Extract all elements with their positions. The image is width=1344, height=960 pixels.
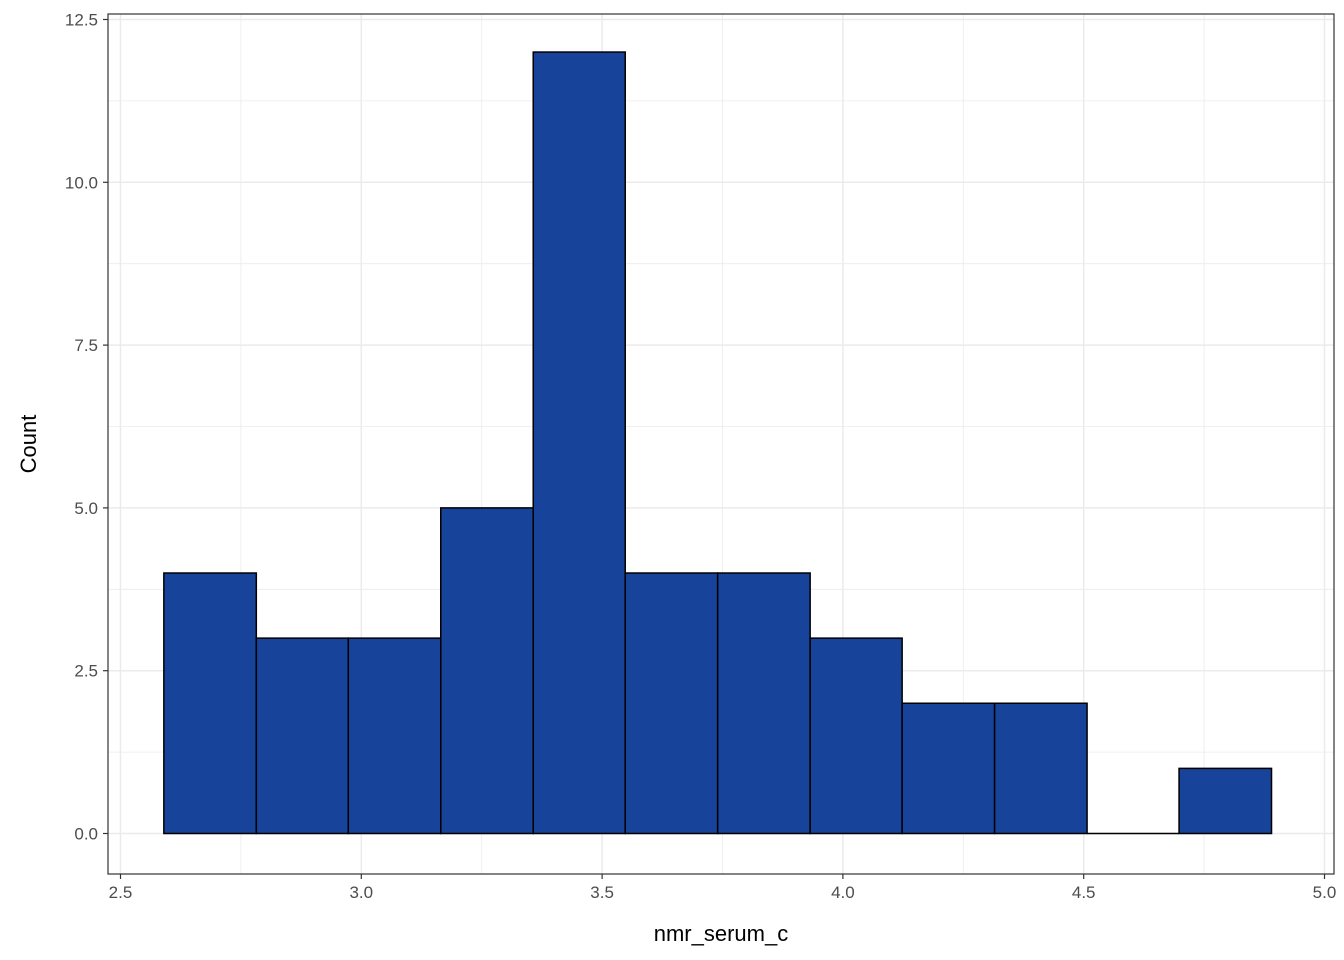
y-axis: 0.0 2.5 5.0 7.5 10.0 12.5 bbox=[65, 11, 108, 844]
y-tick-label: 5.0 bbox=[74, 499, 98, 518]
y-axis-title: Count bbox=[16, 415, 41, 474]
x-axis-title: nmr_serum_c bbox=[654, 921, 788, 946]
histogram-bar bbox=[163, 572, 258, 835]
y-tick-label: 10.0 bbox=[65, 173, 98, 192]
histogram-bar bbox=[809, 637, 903, 835]
histogram-bar bbox=[716, 572, 811, 835]
histogram-bar bbox=[347, 637, 442, 835]
x-tick-label: 4.5 bbox=[1072, 883, 1096, 902]
panel-border bbox=[107, 13, 1335, 875]
histogram-bar bbox=[993, 702, 1088, 835]
y-tick-label: 0.0 bbox=[74, 825, 98, 844]
x-tick-label: 3.5 bbox=[590, 883, 614, 902]
x-axis: 2.5 3.0 3.5 4.0 4.5 5.0 bbox=[109, 874, 1337, 902]
y-tick-label: 7.5 bbox=[74, 336, 98, 355]
histogram-bar bbox=[532, 51, 626, 835]
y-tick-label: 2.5 bbox=[74, 662, 98, 681]
x-tick-label: 2.5 bbox=[109, 883, 133, 902]
y-tick-label: 12.5 bbox=[65, 11, 98, 30]
histogram-bar bbox=[624, 572, 719, 835]
histogram-bar bbox=[901, 702, 996, 835]
histogram-bar bbox=[1178, 767, 1273, 835]
x-tick-label: 3.0 bbox=[349, 883, 373, 902]
histogram-bars bbox=[163, 51, 1273, 835]
histogram-bar bbox=[440, 507, 534, 835]
histogram-bar bbox=[255, 637, 350, 835]
x-tick-label: 5.0 bbox=[1313, 883, 1337, 902]
x-tick-label: 4.0 bbox=[831, 883, 855, 902]
